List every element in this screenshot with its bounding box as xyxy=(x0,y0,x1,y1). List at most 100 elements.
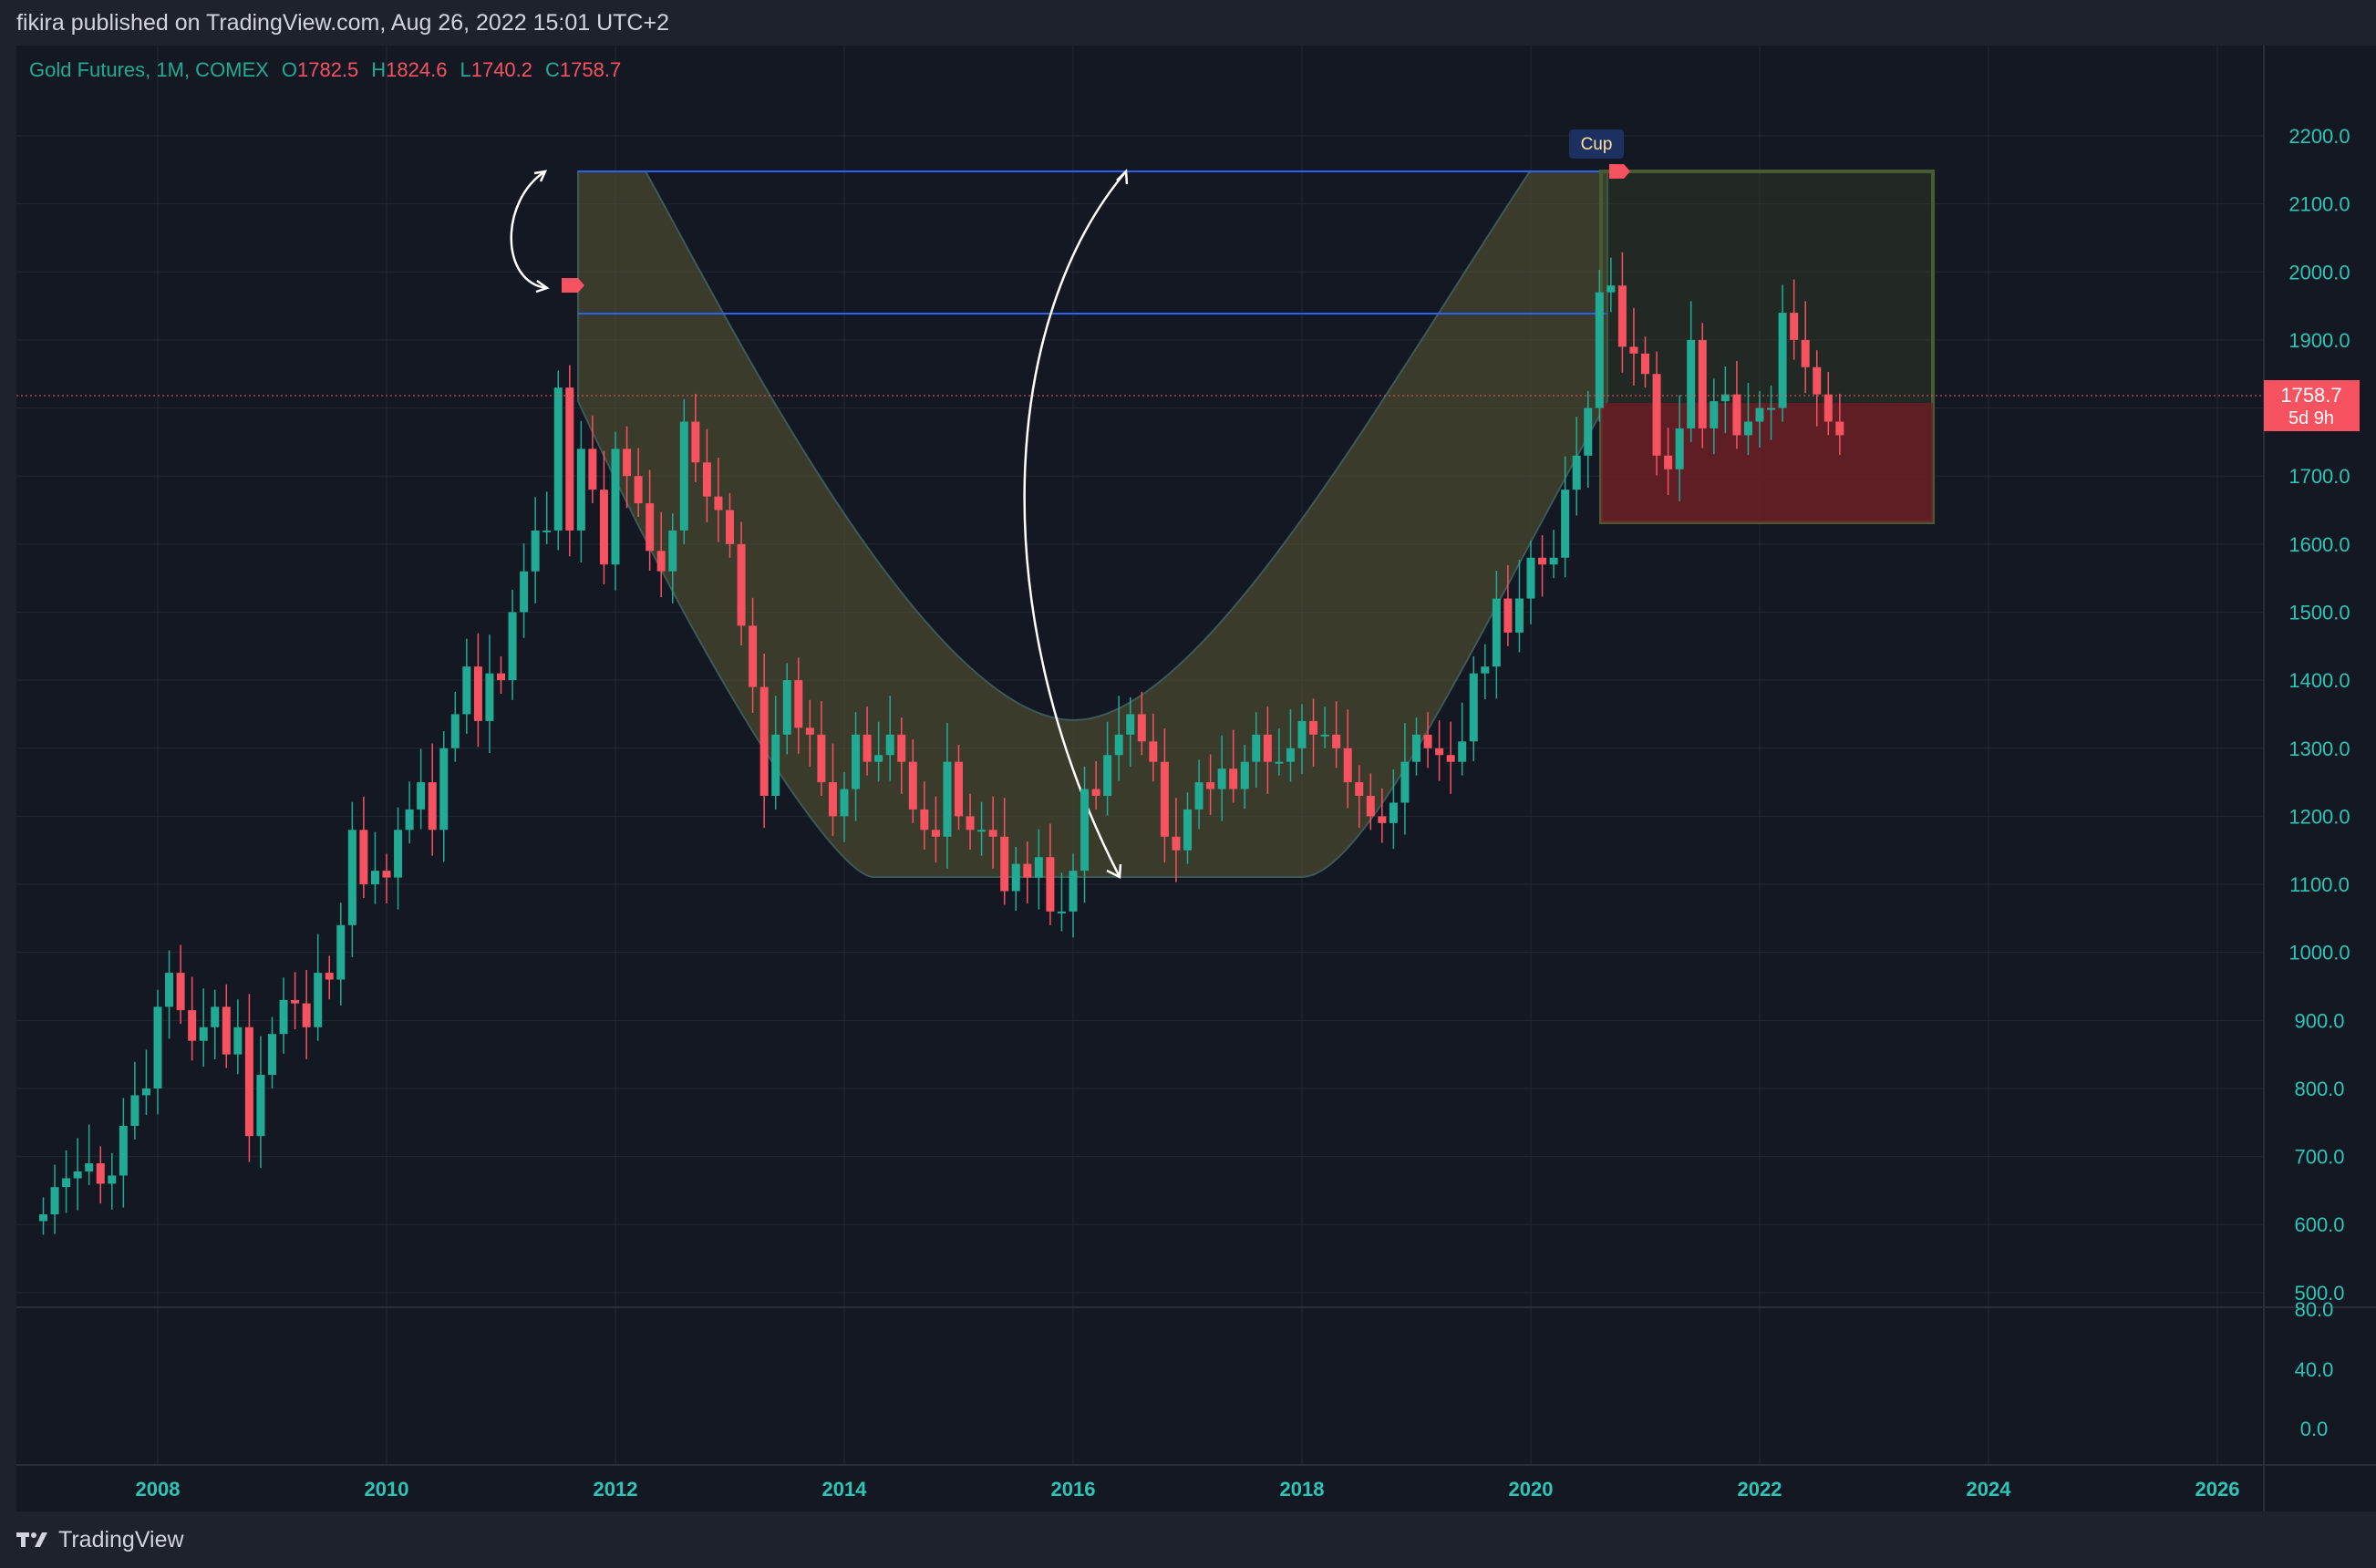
candle-body xyxy=(1172,836,1181,851)
candle-body xyxy=(702,462,711,497)
candle-body xyxy=(1435,748,1444,756)
candle-body xyxy=(1046,857,1055,912)
candle-body xyxy=(1698,339,1707,428)
candle-body xyxy=(1091,789,1100,797)
chart-pane[interactable]: Cup 2200.02100.02000.01900.01800.01700.0… xyxy=(16,46,2376,1511)
price-axis[interactable]: 2200.02100.02000.01900.01800.01700.01600… xyxy=(2288,125,2350,1305)
candle-body xyxy=(943,761,952,837)
candle-body xyxy=(1160,761,1169,837)
candle-body xyxy=(1492,598,1501,667)
candle-body xyxy=(1114,734,1123,756)
time-axis[interactable]: 2008 2010 2012 2014 2016 2018 2020 2022 2024 2026 xyxy=(136,1478,2240,1501)
candle-body xyxy=(1538,557,1547,565)
candle-body xyxy=(897,734,906,762)
candle-body xyxy=(256,1075,265,1137)
candle-body xyxy=(1813,366,1822,395)
candle-body xyxy=(1549,557,1558,565)
candle-body xyxy=(1343,748,1352,783)
candle-body xyxy=(1561,490,1570,558)
candle-body xyxy=(73,1171,82,1179)
price-tick-label: 600.0 xyxy=(2294,1213,2344,1236)
candle-body xyxy=(462,666,471,715)
candle-body xyxy=(817,734,826,783)
volume-tick-label: 80.0 xyxy=(2295,1298,2334,1321)
candle-body xyxy=(1217,769,1226,789)
footer-bar: TradingView xyxy=(0,1511,2376,1568)
candle-body xyxy=(1252,734,1261,762)
candle-body xyxy=(1240,761,1249,789)
candle-body xyxy=(599,490,608,565)
candle-body xyxy=(1801,339,1810,367)
candle-body xyxy=(1595,292,1604,408)
candle-body xyxy=(1423,734,1432,748)
candle-body xyxy=(1720,394,1730,402)
time-tick-label: 2026 xyxy=(2195,1478,2240,1501)
symbol-legend[interactable]: Gold Futures, 1M, COMEX O 1782.5 H 1824.6 … xyxy=(29,58,621,82)
candle-body xyxy=(325,973,334,980)
candle-body xyxy=(576,449,585,531)
left-arrow[interactable] xyxy=(510,170,548,290)
candle-body xyxy=(1778,313,1787,408)
candle-body xyxy=(828,782,837,817)
candle-body xyxy=(737,543,746,626)
candle-body xyxy=(1011,863,1020,892)
price-tick-label: 1500.0 xyxy=(2288,601,2350,624)
candle-body xyxy=(542,530,552,532)
volume-tick-label: 40.0 xyxy=(2295,1358,2334,1381)
candle-body xyxy=(497,673,505,681)
price-tick-label: 500.0 xyxy=(2294,1282,2344,1305)
candle-body xyxy=(1309,720,1318,735)
candle-body xyxy=(1332,734,1341,748)
candle-body xyxy=(244,1026,253,1137)
candle-body xyxy=(1732,394,1741,436)
candle-body xyxy=(1572,455,1581,490)
high-label: H xyxy=(371,58,387,81)
candle-body xyxy=(531,530,540,572)
candle-body xyxy=(874,755,883,762)
candle-body xyxy=(794,680,803,728)
candle-body xyxy=(1687,339,1696,428)
cup-band[interactable] xyxy=(577,170,1608,878)
candle-body xyxy=(394,830,403,878)
published-text: fikira published on TradingView.com, Aug… xyxy=(16,9,669,36)
candle-body xyxy=(1629,346,1638,354)
candle-body xyxy=(1481,666,1490,674)
cup-label[interactable]: Cup xyxy=(1569,129,1624,159)
candle-body xyxy=(931,830,940,837)
candle-body xyxy=(565,387,574,531)
candle-body xyxy=(1229,769,1238,789)
candle-body xyxy=(1194,782,1203,810)
candlestick-chart[interactable]: Cup 2200.02100.02000.01900.01800.01700.0… xyxy=(16,46,2376,1511)
last-price-badge: 1758.7 5d 9h xyxy=(2264,380,2360,431)
price-tick-label: 2200.0 xyxy=(2288,125,2350,148)
candle-body xyxy=(1469,673,1478,742)
time-tick-label: 2018 xyxy=(1280,1478,1325,1501)
candle-body xyxy=(233,1026,243,1055)
depth-arrow[interactable] xyxy=(1023,170,1127,878)
candle-body xyxy=(1412,734,1420,762)
pivot-marker-left[interactable] xyxy=(562,278,584,293)
candle-body xyxy=(863,734,872,762)
candle-body xyxy=(1743,421,1752,436)
price-tick-label: 2000.0 xyxy=(2288,261,2350,284)
candle-body xyxy=(588,449,597,490)
target-box-loss[interactable] xyxy=(1601,403,1933,522)
volume-axis[interactable]: 80.0 40.0 0.0 xyxy=(2295,1298,2334,1440)
candle-body xyxy=(749,625,758,687)
candle-body xyxy=(199,1026,208,1041)
candle-body xyxy=(623,449,632,477)
left-arrow-head-top xyxy=(533,170,548,182)
candle-body xyxy=(336,924,346,980)
low-label: L xyxy=(460,58,471,81)
candle-body xyxy=(222,1006,231,1055)
candle-body xyxy=(485,673,494,721)
tradingview-logo-icon xyxy=(16,1531,49,1549)
symbol-title[interactable]: Gold Futures, 1M, COMEX xyxy=(29,58,269,81)
pivot-marker-right[interactable] xyxy=(1609,164,1630,179)
candle-body xyxy=(966,816,975,830)
candle-body xyxy=(988,830,997,837)
volume-tick-label: 0.0 xyxy=(2300,1418,2329,1440)
candle-body xyxy=(714,496,723,511)
candle-body xyxy=(1183,809,1192,851)
candle-body xyxy=(1823,394,1833,422)
